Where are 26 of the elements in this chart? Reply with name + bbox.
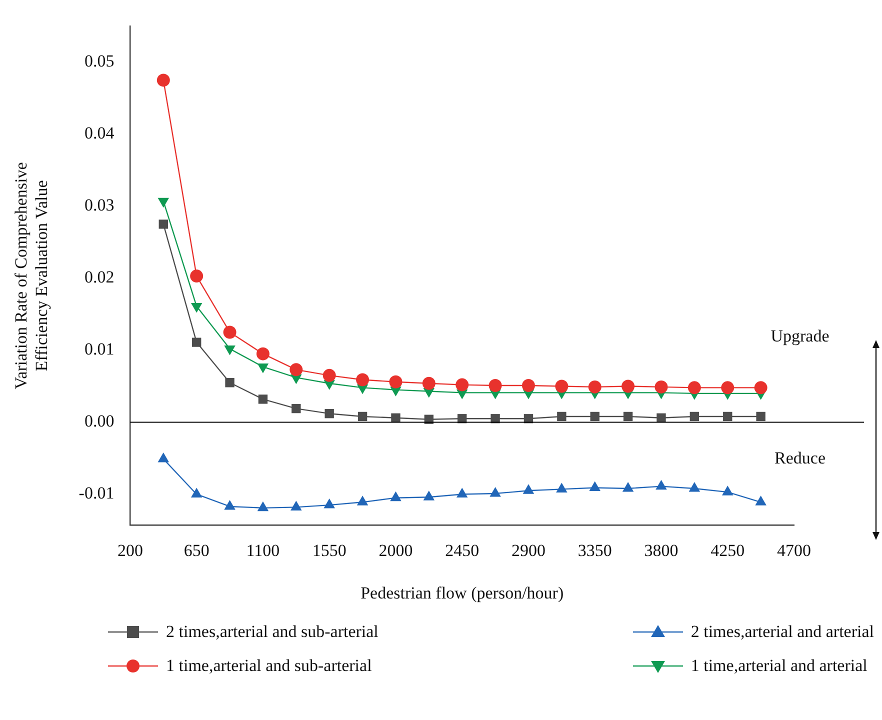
x-tick-label: 4250 <box>710 540 745 560</box>
y-tick-label: 0.04 <box>84 124 115 143</box>
legend-label: 2 times,arterial and sub-arterial <box>166 622 378 642</box>
y-tick-label: 0.00 <box>84 412 114 431</box>
x-tick-label: 1100 <box>246 540 280 560</box>
y-tick-label: 0.02 <box>84 268 114 287</box>
x-tick-label: 2900 <box>511 540 546 560</box>
x-tick-label: 3350 <box>578 540 612 560</box>
annotation: Reduce <box>774 448 826 468</box>
legend-label: 2 times,arterial and arterial <box>690 622 874 642</box>
legend-label: 1 time,arterial and arterial <box>690 656 868 676</box>
y-axis-title: Variation Rate of Comprehensive Efficiency Evaluation Value <box>12 162 52 390</box>
x-tick-label: 4700 <box>777 540 811 560</box>
y-tick-label: 0.05 <box>84 52 114 71</box>
y-tick-label: -0.01 <box>78 484 114 503</box>
legend-label: 1 time,arterial and sub-arterial <box>166 656 372 676</box>
x-tick-label: 1550 <box>312 540 346 560</box>
y-tick-label: 0.01 <box>84 340 114 359</box>
x-tick-label: 650 <box>184 540 210 560</box>
x-tick-label: 200 <box>117 540 143 560</box>
x-tick-label: 2450 <box>445 540 480 560</box>
x-tick-label: 2000 <box>378 540 413 560</box>
x-tick-label: 3800 <box>644 540 678 560</box>
y-tick-label: 0.03 <box>84 196 114 215</box>
x-axis-title: Pedestrian flow (person/hour) <box>360 583 564 602</box>
annotation: Upgrade <box>770 326 830 346</box>
